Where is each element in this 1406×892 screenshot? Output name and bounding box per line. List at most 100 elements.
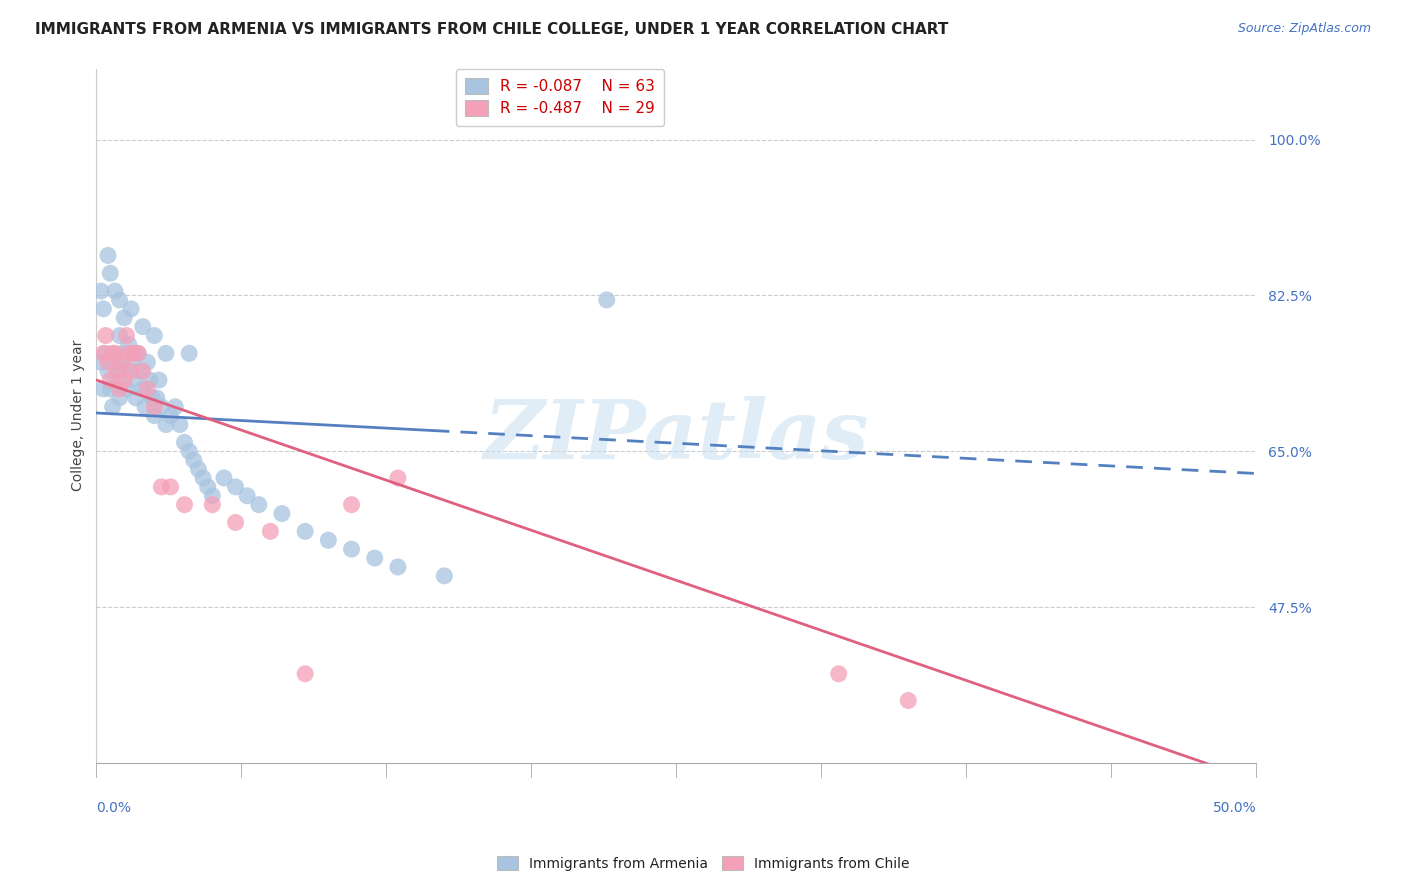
Point [387,560,409,574]
Point [108,391,131,405]
Point [596,293,619,307]
Point [136,355,159,369]
Point [112,373,135,387]
Point [127,346,149,360]
Point [294,666,316,681]
Point [104,346,127,360]
Point [97,248,120,262]
Point [104,284,127,298]
Point [120,301,142,316]
Point [111,355,134,369]
Point [201,489,224,503]
Point [897,693,920,707]
Point [104,355,127,369]
Point [98,266,121,280]
Point [201,498,224,512]
Point [150,400,173,414]
Point [340,498,363,512]
Point [94,328,117,343]
Point [105,373,128,387]
Point [159,480,181,494]
Point [271,507,294,521]
Point [183,453,205,467]
Point [197,480,219,494]
Point [212,471,235,485]
Point [120,355,142,369]
Point [179,346,201,360]
Point [155,346,177,360]
Point [111,346,134,360]
Point [173,498,195,512]
Point [236,489,259,503]
Point [98,373,121,387]
Point [155,417,177,432]
Point [143,328,166,343]
Point [136,382,159,396]
Point [191,471,214,485]
Point [101,346,124,360]
Point [90,355,112,369]
Point [97,364,120,378]
Point [112,364,135,378]
Point [91,301,114,316]
Point [132,319,155,334]
Point [112,310,135,325]
Point [138,373,160,387]
Point [115,328,138,343]
Point [108,328,131,343]
Point [91,346,114,360]
Point [125,391,148,405]
Point [148,373,170,387]
Point [134,400,156,414]
Text: Source: ZipAtlas.com: Source: ZipAtlas.com [1237,22,1371,36]
Point [91,382,114,396]
Point [340,542,363,557]
Point [247,498,270,512]
Point [97,355,120,369]
Point [98,382,121,396]
Point [828,666,851,681]
Y-axis label: College, Under 1 year: College, Under 1 year [72,340,86,491]
Point [132,382,155,396]
Point [150,480,173,494]
Point [108,293,131,307]
Point [173,435,195,450]
Point [143,400,166,414]
Point [105,364,128,378]
Point [129,364,152,378]
Point [108,382,131,396]
Text: IMMIGRANTS FROM ARMENIA VS IMMIGRANTS FROM CHILE COLLEGE, UNDER 1 YEAR CORRELATI: IMMIGRANTS FROM ARMENIA VS IMMIGRANTS FR… [35,22,949,37]
Point [143,409,166,423]
Text: ZIPatlas: ZIPatlas [484,396,869,476]
Point [364,551,387,566]
Point [145,391,167,405]
Point [118,346,141,360]
Point [101,400,124,414]
Point [225,480,247,494]
Point [94,346,117,360]
Point [259,524,281,539]
Point [225,516,247,530]
Point [187,462,209,476]
Point [165,400,187,414]
Point [122,346,145,360]
Point [122,373,145,387]
Point [433,569,456,583]
Legend: R = -0.087    N = 63, R = -0.487    N = 29: R = -0.087 N = 63, R = -0.487 N = 29 [456,70,665,126]
Point [179,444,201,458]
Point [169,417,191,432]
Point [115,382,138,396]
Point [90,284,112,298]
Point [159,409,181,423]
Legend: Immigrants from Armenia, Immigrants from Chile: Immigrants from Armenia, Immigrants from… [491,850,915,876]
Point [118,337,141,351]
Point [132,364,155,378]
Text: 0.0%: 0.0% [97,801,131,815]
Point [127,346,149,360]
Point [120,364,142,378]
Point [318,533,340,548]
Point [387,471,409,485]
Point [294,524,316,539]
Text: 50.0%: 50.0% [1212,801,1257,815]
Point [141,391,163,405]
